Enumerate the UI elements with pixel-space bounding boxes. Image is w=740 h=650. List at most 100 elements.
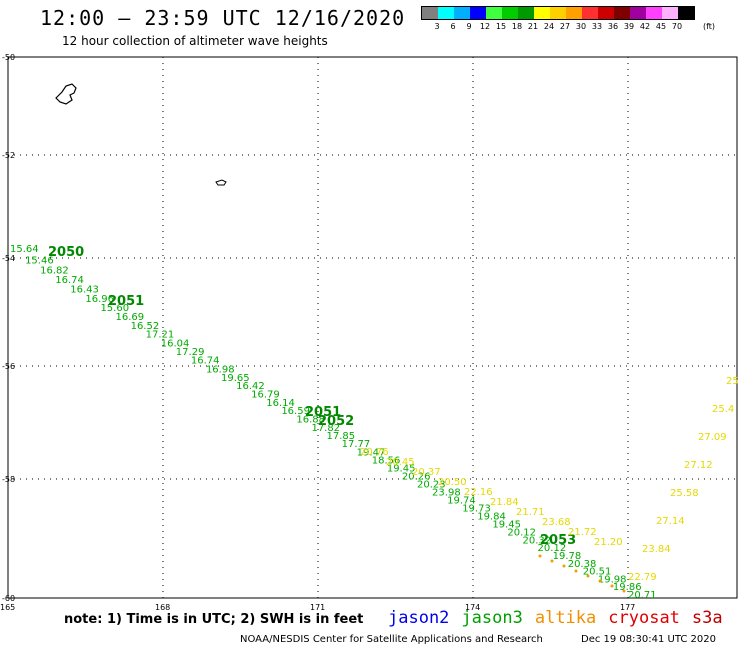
orange-track-point — [574, 569, 578, 573]
yellow-swh-reading: 21.72 — [568, 527, 597, 538]
orange-track-point — [610, 584, 614, 588]
green-swh-reading: 16.14 — [266, 398, 295, 409]
legend-swatch — [518, 7, 534, 19]
legend-label: 12 — [479, 22, 491, 31]
legend-label: 21 — [527, 22, 539, 31]
latitude-label: -58 — [2, 475, 15, 484]
green-swh-reading: 19.73 — [462, 504, 491, 515]
green-swh-reading: 16.82 — [40, 265, 69, 276]
green-swh-reading: 16.52 — [131, 321, 160, 332]
green-swh-reading: 20.32 — [522, 535, 551, 546]
legend-label: 27 — [559, 22, 571, 31]
green-swh-reading: 16.79 — [251, 390, 280, 401]
green-time-label: 2053 — [540, 533, 576, 548]
longitude-label: 168 — [155, 603, 170, 612]
green-swh-reading: 16.98 — [206, 364, 235, 375]
green-swh-reading: 16.04 — [161, 338, 190, 349]
satellite-label: altika — [534, 608, 597, 628]
legend-labels: 3 6 9 12 15 18 21 24 27 30 33 36 39 42 45 70 — [421, 22, 695, 31]
yellow-swh-reading: 27.12 — [684, 460, 713, 471]
color-legend: 3 6 9 12 15 18 21 24 27 30 33 36 39 42 45 70 (ft) — [421, 6, 715, 31]
satellite-legend: jason2 jason3 altika cryosat s3a — [388, 608, 723, 628]
green-swh-reading: 20.38 — [568, 559, 597, 570]
legend-label: 24 — [543, 22, 555, 31]
chart-title: 12:00 – 23:59 UTC 12/16/2020 — [40, 6, 406, 30]
yellow-swh-reading: 20.37 — [412, 467, 441, 478]
yellow-swh-reading: 25 — [726, 376, 739, 387]
green-swh-reading: 20.26 — [402, 472, 431, 483]
legend-swatch — [662, 7, 678, 19]
legend-label: 18 — [511, 22, 523, 31]
green-swh-reading: 17.85 — [327, 431, 356, 442]
legend-swatch — [422, 7, 438, 19]
yellow-swh-reading: 25.58 — [670, 488, 699, 499]
orange-track-point — [586, 574, 590, 578]
legend-label: 42 — [639, 22, 651, 31]
green-swh-reading: 19.84 — [477, 512, 506, 523]
green-swh-reading: 19.98 — [598, 574, 627, 585]
yellow-swh-reading: 22.16 — [464, 487, 493, 498]
green-time-label: 2052 — [318, 414, 354, 429]
legend-label: 15 — [495, 22, 507, 31]
legend-label: 39 — [623, 22, 635, 31]
legend-swatch — [486, 7, 502, 19]
legend-label: 30 — [575, 22, 587, 31]
yellow-swh-reading: 21.84 — [490, 497, 519, 508]
green-swh-reading: 16.88 — [296, 415, 325, 426]
yellow-swh-reading: 23.68 — [542, 517, 571, 528]
green-time-label: 2051 — [108, 294, 144, 309]
green-swh-reading: 23.98 — [432, 488, 461, 499]
green-swh-reading: 19.74 — [447, 496, 476, 507]
legend-swatch — [438, 7, 454, 19]
legend-swatch — [566, 7, 582, 19]
green-swh-reading: 19.86 — [613, 582, 642, 593]
legend-label: 33 — [591, 22, 603, 31]
legend-swatch — [630, 7, 646, 19]
green-swh-reading: 15.46 — [25, 255, 54, 266]
legend-swatch — [614, 7, 630, 19]
green-swh-reading: 20.23 — [417, 480, 446, 491]
yellow-swh-reading: 27.14 — [656, 516, 685, 527]
credit-text: NOAA/NESDIS Center for Satellite Applica… — [240, 634, 543, 645]
yellow-swh-reading: 20.50 — [438, 477, 467, 488]
orange-track-point — [562, 564, 566, 568]
green-swh-reading: 19.65 — [221, 373, 250, 384]
orange-track-point — [550, 559, 554, 563]
green-swh-reading: 16.42 — [236, 381, 265, 392]
legend-swatch — [582, 7, 598, 19]
green-swh-reading: 18.56 — [372, 455, 401, 466]
legend-label: 36 — [607, 22, 619, 31]
legend-swatch — [646, 7, 662, 19]
yellow-swh-reading: 21.71 — [516, 507, 545, 518]
legend-label: 3 — [434, 22, 440, 31]
green-swh-reading: 20.12 — [538, 543, 567, 554]
legend-swatch — [534, 7, 550, 19]
legend-swatch — [598, 7, 614, 19]
legend-swatches — [421, 6, 695, 20]
yellow-swh-reading: 27.09 — [698, 432, 727, 443]
green-swh-reading: 20.51 — [583, 567, 612, 578]
yellow-swh-reading: 20.76 — [360, 447, 389, 458]
green-swh-reading: 19.45 — [492, 519, 521, 530]
legend-unit: (ft) — [703, 22, 716, 31]
green-swh-reading: 17.82 — [311, 423, 340, 434]
green-swh-reading: 16.74 — [55, 275, 84, 286]
legend-swatch — [550, 7, 566, 19]
green-time-label: 2051 — [305, 405, 341, 420]
latitude-label: -60 — [2, 594, 15, 603]
yellow-swh-reading: 25.4 — [712, 404, 734, 415]
latitude-label: -56 — [2, 362, 15, 371]
satellite-label: cryosat — [608, 608, 680, 628]
legend-swatch — [470, 7, 486, 19]
green-swh-reading: 17.77 — [342, 439, 371, 450]
yellow-swh-reading: 20.45 — [386, 457, 415, 468]
satellite-label: jason2 — [388, 608, 450, 628]
longitude-label: 171 — [310, 603, 325, 612]
orange-track-point — [622, 589, 626, 593]
green-swh-reading: 20.12 — [507, 527, 536, 538]
legend-label: 45 — [655, 22, 667, 31]
orange-track-point — [538, 554, 542, 558]
satellite-label: s3a — [691, 608, 723, 628]
green-swh-reading: 20.71 — [628, 590, 657, 601]
longitude-label: 177 — [620, 603, 635, 612]
